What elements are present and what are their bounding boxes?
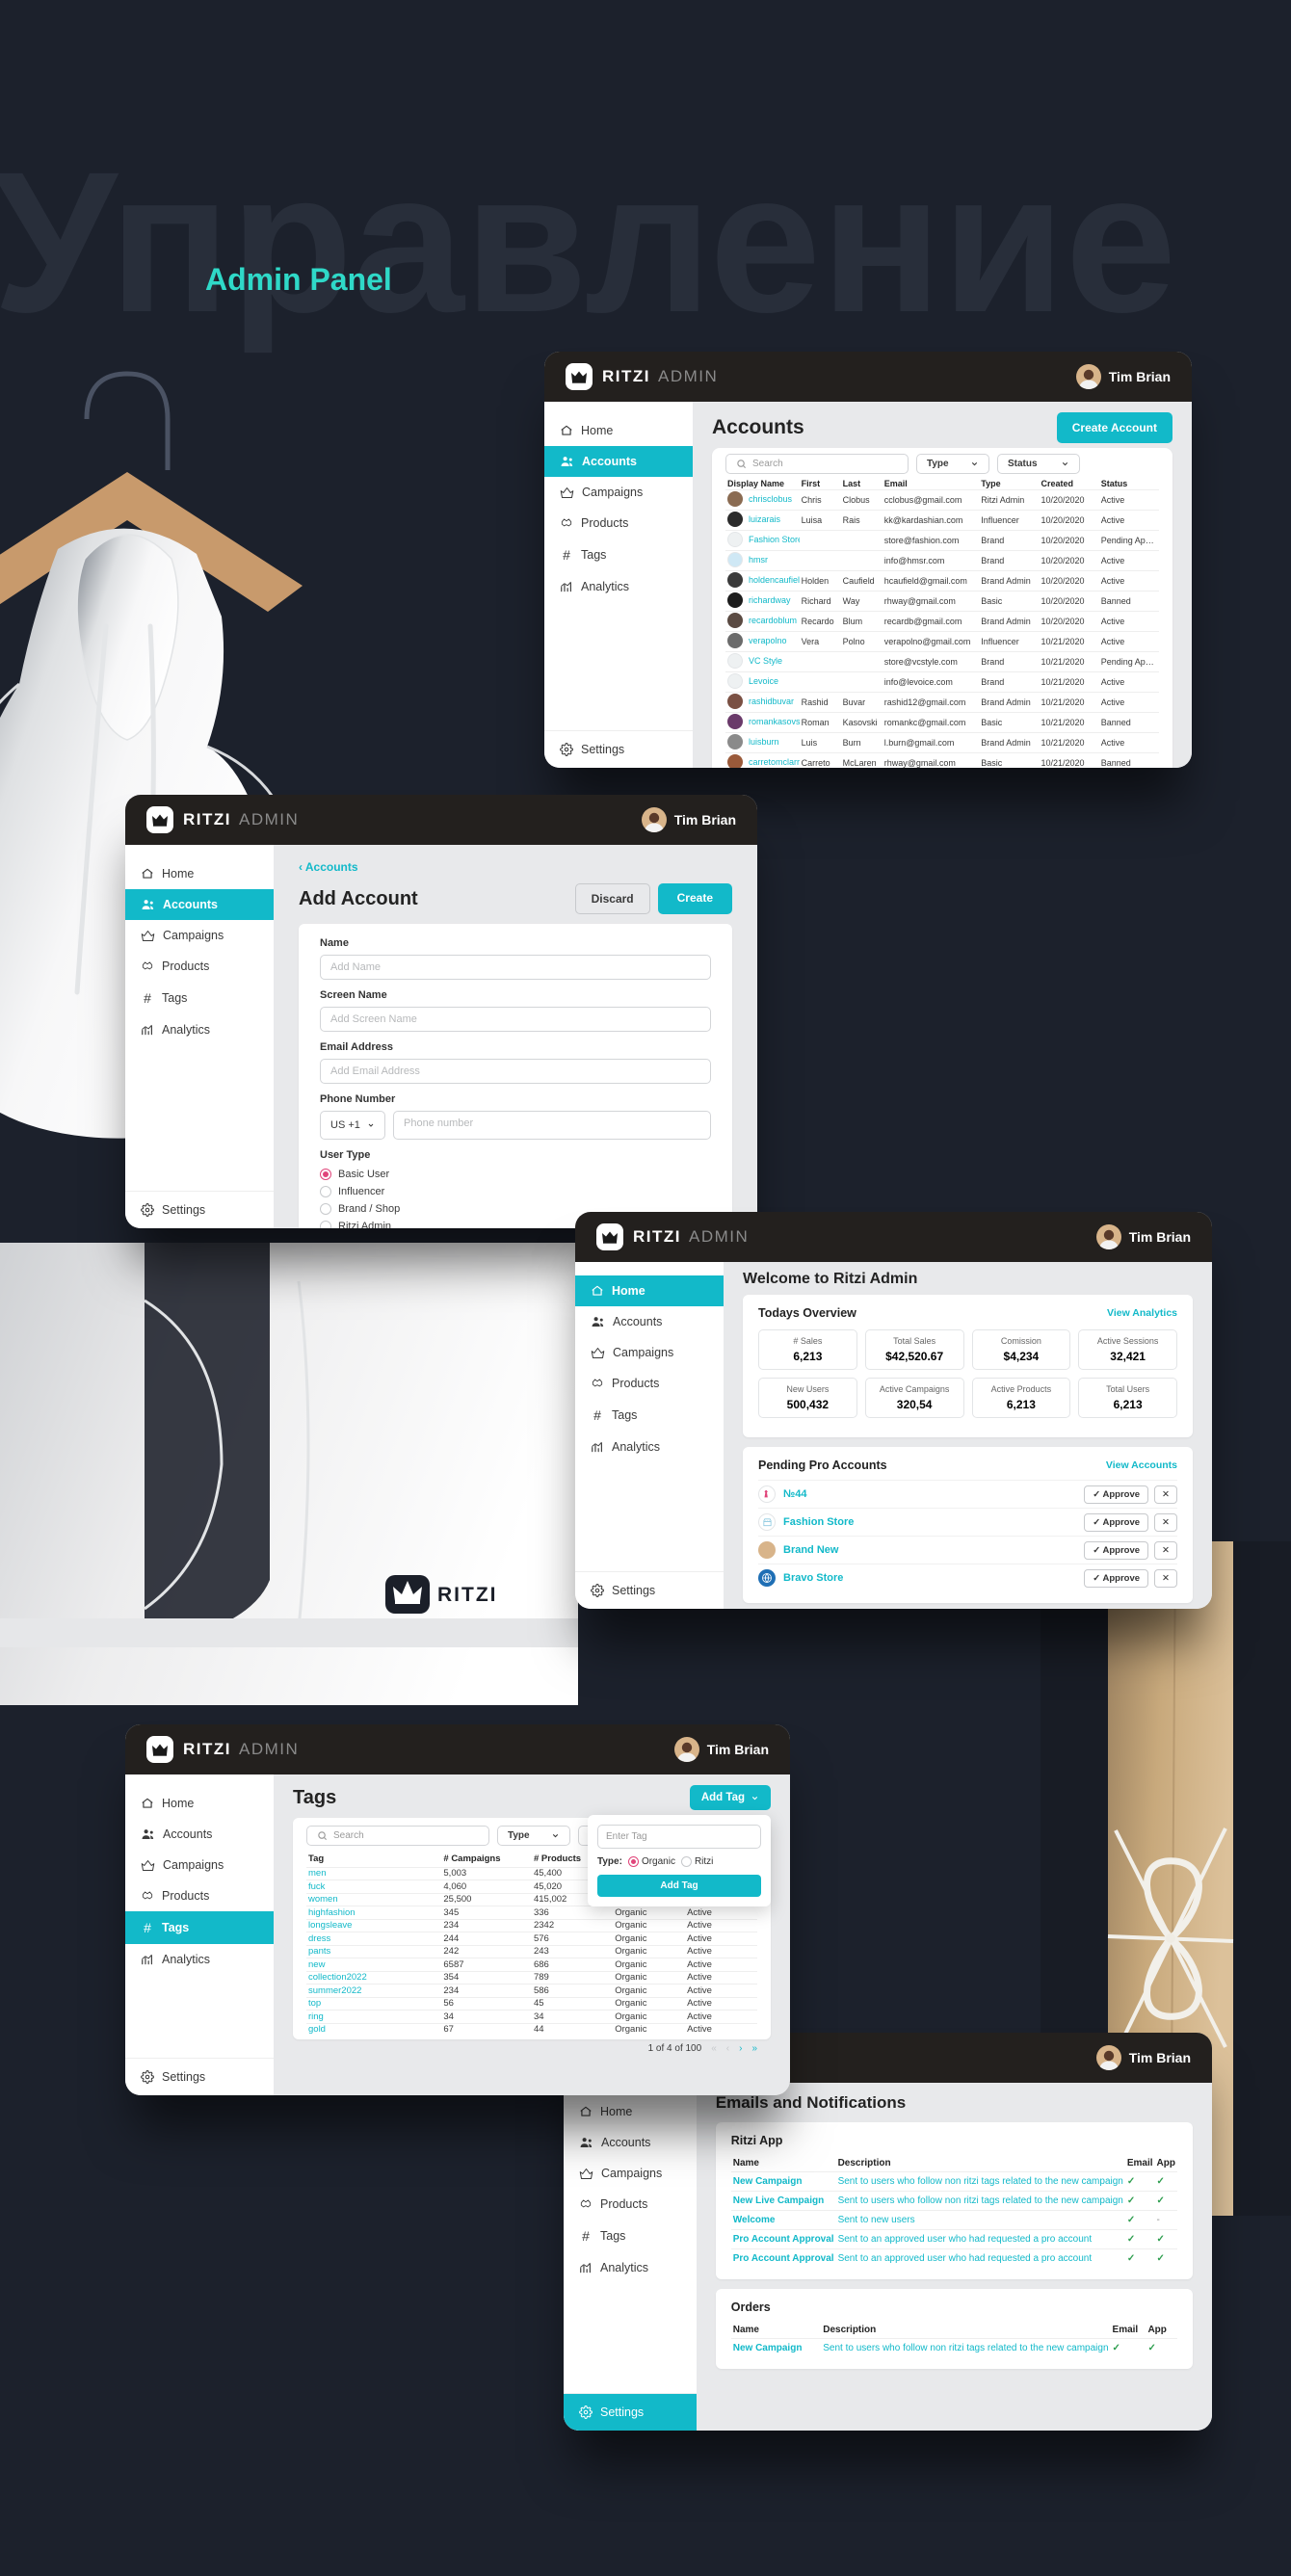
svg-text:RITZI: RITZI — [437, 1584, 498, 1606]
